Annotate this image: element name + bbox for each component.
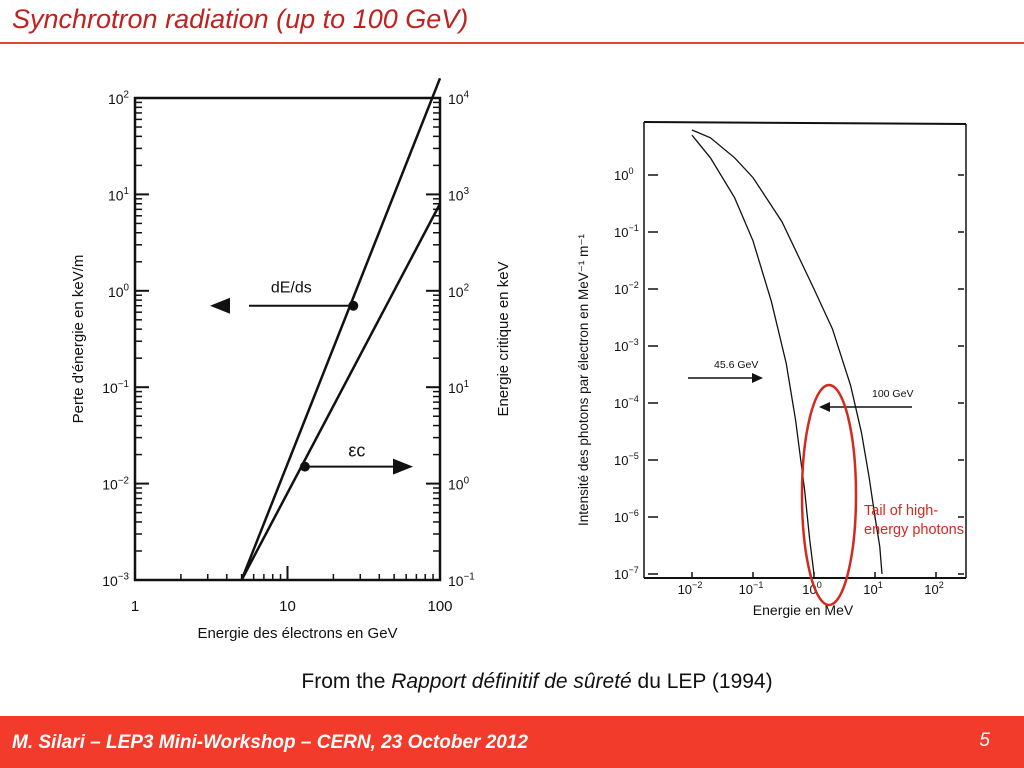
- y2-tick-label: 104: [448, 90, 470, 107]
- y-tick-label: 10−2: [102, 475, 129, 492]
- title-divider: [0, 42, 1024, 44]
- slide-title: Synchrotron radiation (up to 100 GeV): [12, 4, 469, 34]
- series-label-critical-energy: εc: [348, 441, 365, 461]
- y2-tick-label: 10−1: [448, 572, 475, 589]
- series-label-45-6-gev: 45.6 GeV: [714, 359, 758, 371]
- arrow-head-critical-energy: [393, 458, 413, 475]
- x-tick-label: 10−2: [678, 580, 703, 597]
- arrow-head-100-gev: [819, 402, 830, 412]
- y-tick-label: 100: [108, 283, 130, 300]
- series-line-critical-energy: [240, 203, 442, 581]
- x-tick-label: 102: [924, 580, 944, 597]
- y2-tick-label: 103: [448, 186, 470, 203]
- y-tick-label: 102: [108, 90, 129, 107]
- x-axis-label: Energie en MeV: [753, 602, 854, 618]
- energy-loss-chart: 1 10 100 10−3 10−2 10−1 100 101 102 10−1 100 101 102…: [70, 77, 512, 642]
- y-tick-label: 10−5: [614, 451, 639, 468]
- marker-critical-energy: [299, 461, 310, 472]
- x-tick-label: 10: [279, 598, 296, 615]
- y-tick-label: 100: [614, 166, 634, 183]
- caption-prefix: From the: [301, 670, 392, 693]
- y-tick-label: 10−3: [614, 337, 639, 354]
- footer-text: M. Silari – LEP3 Mini-Workshop – CERN, 2…: [12, 732, 528, 753]
- arrow-head-dEds: [210, 297, 230, 314]
- x-tick-label: 101: [863, 580, 883, 597]
- plot-frame: [133, 96, 442, 582]
- footer-bar: M. Silari – LEP3 Mini-Workshop – CERN, 2…: [0, 716, 1024, 768]
- curve-45-6-gev: [691, 134, 815, 575]
- x-tick-label: 100: [427, 598, 452, 615]
- y-axis-label: Perte d'énergie en keV/m: [70, 255, 87, 424]
- y-tick-label: 10−1: [614, 223, 639, 240]
- source-caption: From the Rapport définitif de sûreté du …: [0, 670, 1024, 694]
- y2-tick-label: 102: [448, 283, 469, 300]
- y2-tick-label: 100: [448, 475, 470, 492]
- curve-100-gev: [691, 129, 883, 575]
- y-tick-label: 10−2: [614, 280, 639, 297]
- y2-tick-label: 101: [448, 379, 469, 396]
- tail-highlight-ellipse: [800, 383, 858, 607]
- y-axis-label: Intensité des photons par électron en Me…: [576, 234, 591, 526]
- series-label-100-gev: 100 GeV: [872, 388, 913, 400]
- y-tick-label: 10−4: [614, 394, 639, 411]
- plot-frame-top: [643, 121, 967, 125]
- y-tick-label: 10−1: [102, 379, 129, 396]
- caption-suffix: du LEP (1994): [631, 670, 773, 693]
- tail-annotation-label: Tail of high-energy photons: [864, 503, 964, 538]
- y-tick-label: 10−3: [102, 572, 129, 589]
- x-tick-label: 10−1: [739, 580, 764, 597]
- y-tick-label: 101: [108, 186, 129, 203]
- arrow-head-45-6-gev: [752, 373, 763, 383]
- y2-axis-label: Energie critique en keV: [495, 261, 512, 416]
- x-axis-label: Energie des électrons en GeV: [197, 625, 397, 642]
- series-label-dEds: dE/ds: [271, 280, 312, 297]
- y-tick-label: 10−7: [614, 565, 639, 582]
- x-tick-label: 1: [131, 598, 139, 615]
- photon-spectrum-chart: 100 10−1 10−2 10−3 10−4 10−5 10−6 10−7 10−2 10−1 1…: [576, 121, 967, 618]
- y-tick-label: 10−6: [614, 508, 639, 525]
- caption-report-title: Rapport définitif de sûreté: [391, 670, 632, 693]
- series-line-dEds: [240, 77, 442, 581]
- page-number: 5: [979, 730, 990, 751]
